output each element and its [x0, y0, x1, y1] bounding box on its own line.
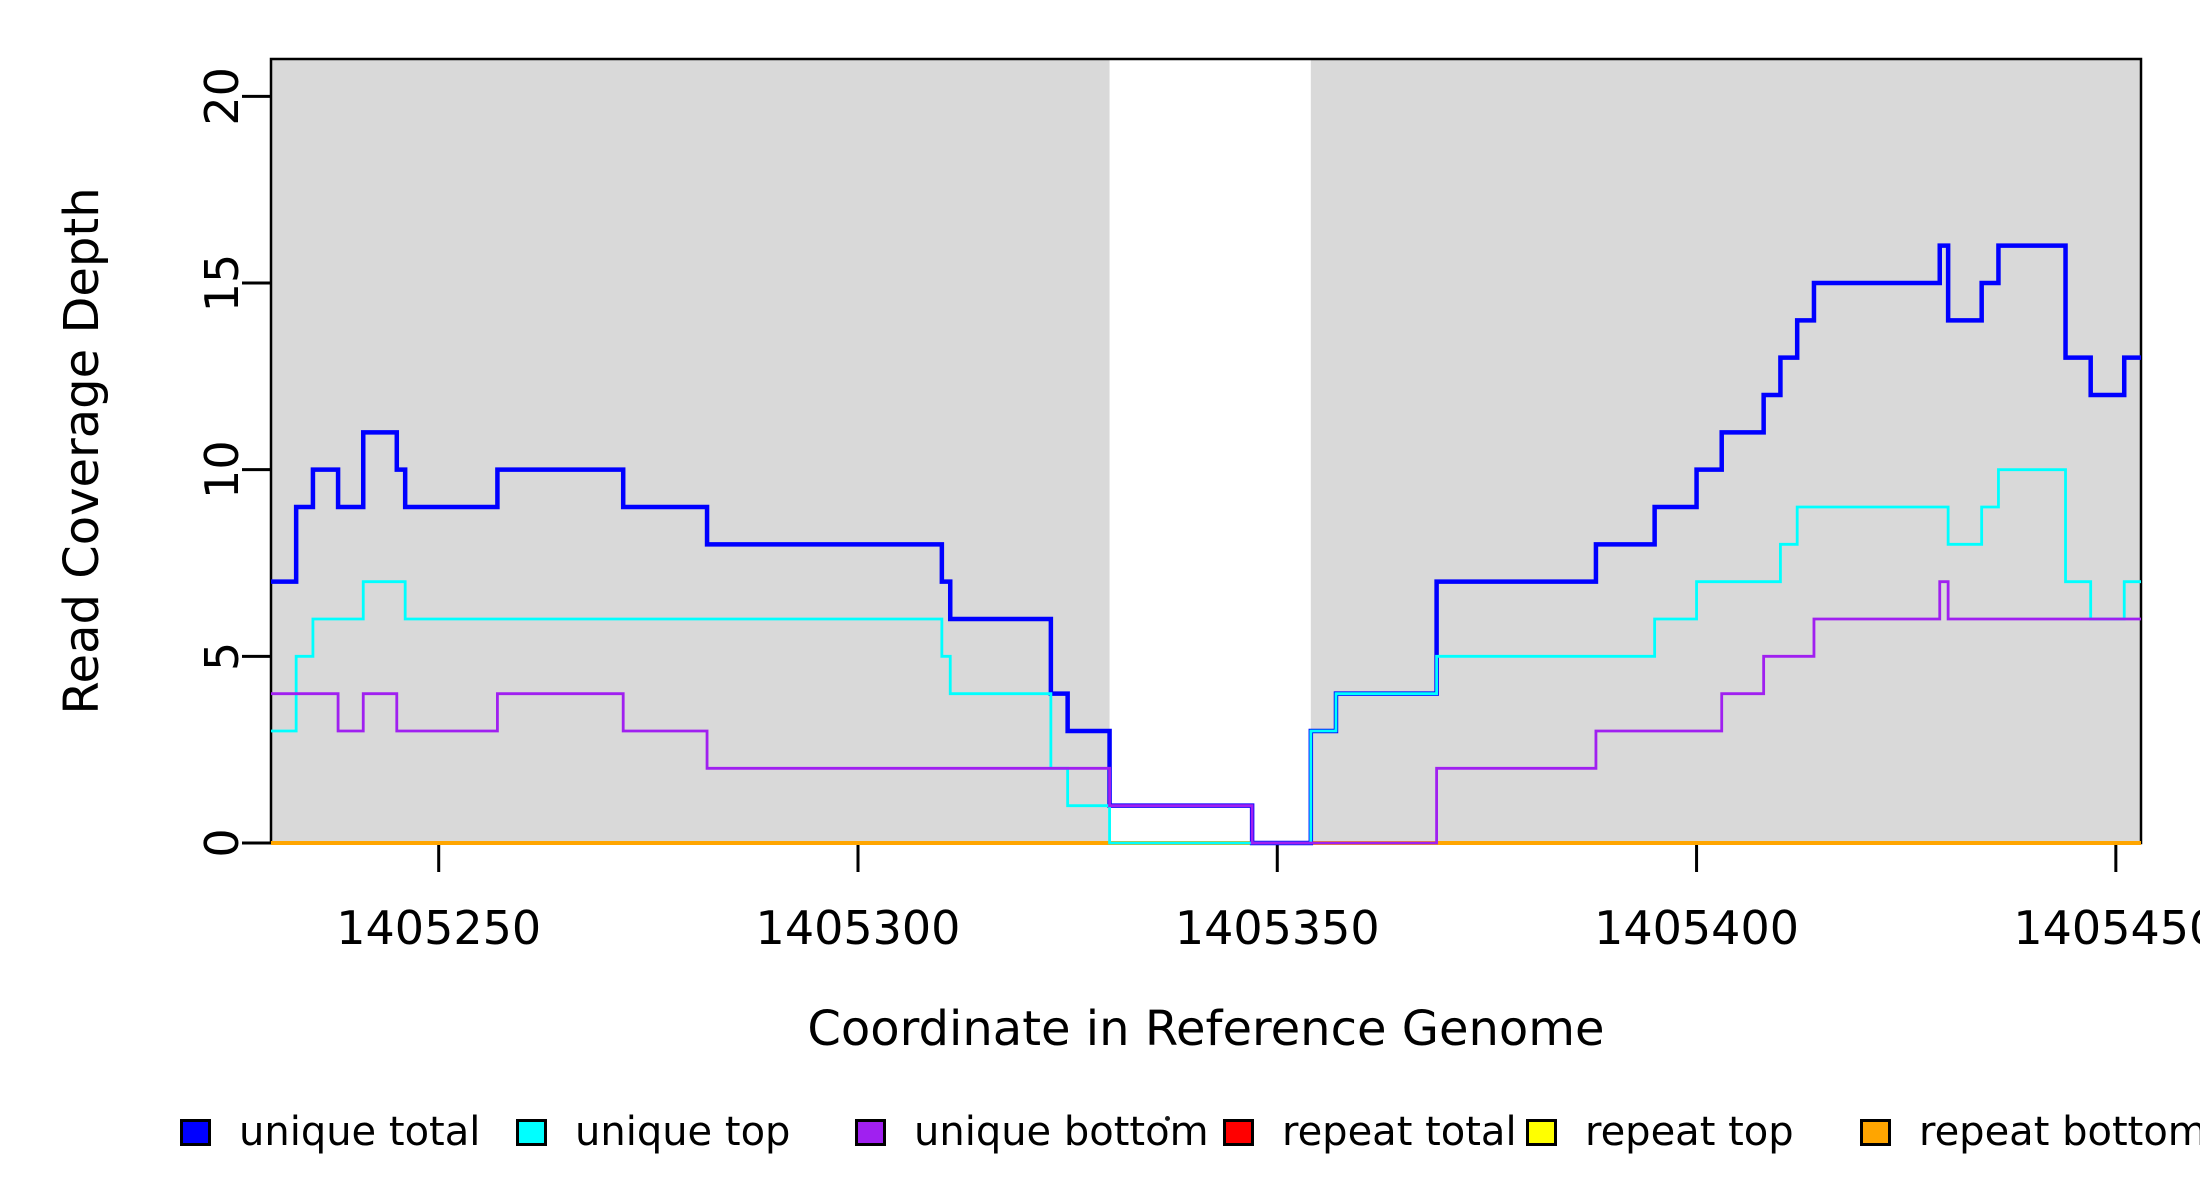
y-tick-label: 5 [195, 642, 249, 671]
legend-item-unique-bottom: unique bottom [855, 1108, 1209, 1156]
legend-item-repeat-bottom: repeat bottom [1860, 1108, 2200, 1156]
legend-item-repeat-top: repeat top [1526, 1108, 1794, 1156]
legend-label-repeat-bottom: repeat bottom [1919, 1109, 2200, 1155]
legend-label-unique-total: unique total [239, 1109, 481, 1155]
series-unique-top [271, 468, 2141, 845]
legend-item-repeat-total: repeat total [1223, 1108, 1517, 1156]
legend-label-repeat-total: repeat total [1282, 1109, 1517, 1155]
y-axis-title: Read Coverage Depth [54, 187, 110, 715]
legend-artifact-dot [1165, 1116, 1170, 1121]
legend-label-unique-top: unique top [575, 1109, 791, 1155]
x-tick-label: 1405450 [2013, 901, 2200, 955]
x-tick-label: 1405300 [756, 901, 961, 955]
legend-label-unique-bottom: unique bottom [914, 1109, 1209, 1155]
y-tick-label: 0 [195, 828, 249, 857]
repeat-top-swatch-icon [1526, 1118, 1557, 1146]
x-tick-label: 1405250 [336, 901, 541, 955]
unique-total-swatch-icon [180, 1118, 211, 1146]
legend-item-unique-total: unique total [180, 1108, 480, 1156]
y-tick-label: 20 [195, 67, 249, 126]
unique-bottom-swatch-icon [855, 1118, 886, 1146]
series-unique-bottom [271, 580, 2141, 845]
x-axis-title: Coordinate in Reference Genome [807, 1001, 1605, 1057]
x-tick-label: 1405350 [1175, 901, 1380, 955]
x-tick-label: 1405400 [1594, 901, 1799, 955]
y-tick-label: 10 [195, 440, 249, 499]
legend-item-unique-top: unique top [516, 1108, 790, 1156]
legend-label-repeat-top: repeat top [1585, 1109, 1794, 1155]
repeat-total-swatch-icon [1223, 1118, 1254, 1146]
shaded-region-0 [271, 59, 1110, 843]
unique-top-swatch-icon [516, 1118, 547, 1146]
repeat-bottom-swatch-icon [1860, 1118, 1891, 1146]
shaded-region-1 [1310, 59, 2141, 843]
y-tick-label: 15 [195, 254, 249, 313]
